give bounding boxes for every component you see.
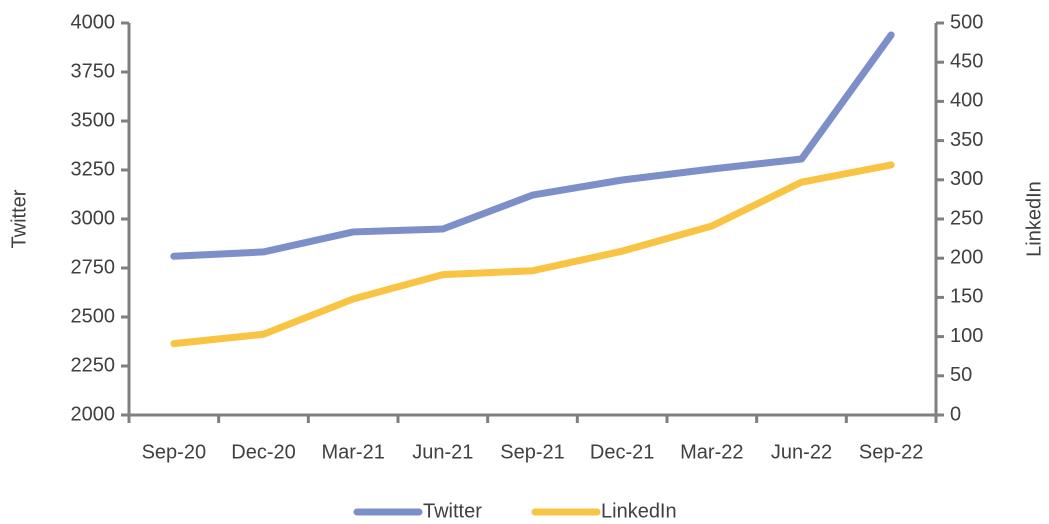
legend-label: Twitter [423,500,482,522]
x-tick-label: Mar-21 [321,441,384,463]
y-tick-label: 3000 [71,207,116,229]
x-tick-label: Sep-20 [142,441,207,463]
y2-tick-label: 400 [950,90,983,112]
x-tick-label: Jun-22 [771,441,832,463]
series-line [170,161,895,348]
y-tick-label: 2750 [71,256,116,278]
y2-tick-label: 50 [950,364,972,386]
x-tick-label: Sep-22 [859,441,924,463]
y2-tick-label: 350 [950,129,983,151]
y-axis-title: Twitter [8,189,30,248]
y2-tick-label: 150 [950,286,983,308]
series-line [170,31,895,260]
y2-tick-label: 500 [950,11,983,33]
x-tick-label: Dec-20 [231,441,295,463]
x-tick-label: Dec-21 [590,441,654,463]
y2-tick-label: 300 [950,168,983,190]
x-tick-label: Sep-21 [500,441,565,463]
x-tick-label: Mar-22 [680,441,743,463]
y2-tick-label: 0 [950,403,961,425]
y2-axis-title: LinkedIn [1023,181,1045,257]
y-tick-label: 4000 [71,11,116,33]
y2-tick-label: 250 [950,207,983,229]
x-tick-label: Jun-21 [412,441,473,463]
y-tick-label: 3500 [71,109,116,131]
y-tick-label: 2000 [71,403,116,425]
y2-tick-label: 100 [950,325,983,347]
y-tick-label: 3250 [71,158,116,180]
y-tick-label: 2250 [71,354,116,376]
legend-label: LinkedIn [601,500,677,522]
y-tick-label: 2500 [71,305,116,327]
y2-tick-label: 450 [950,50,983,72]
y-tick-label: 3750 [71,60,116,82]
y2-tick-label: 200 [950,246,983,268]
